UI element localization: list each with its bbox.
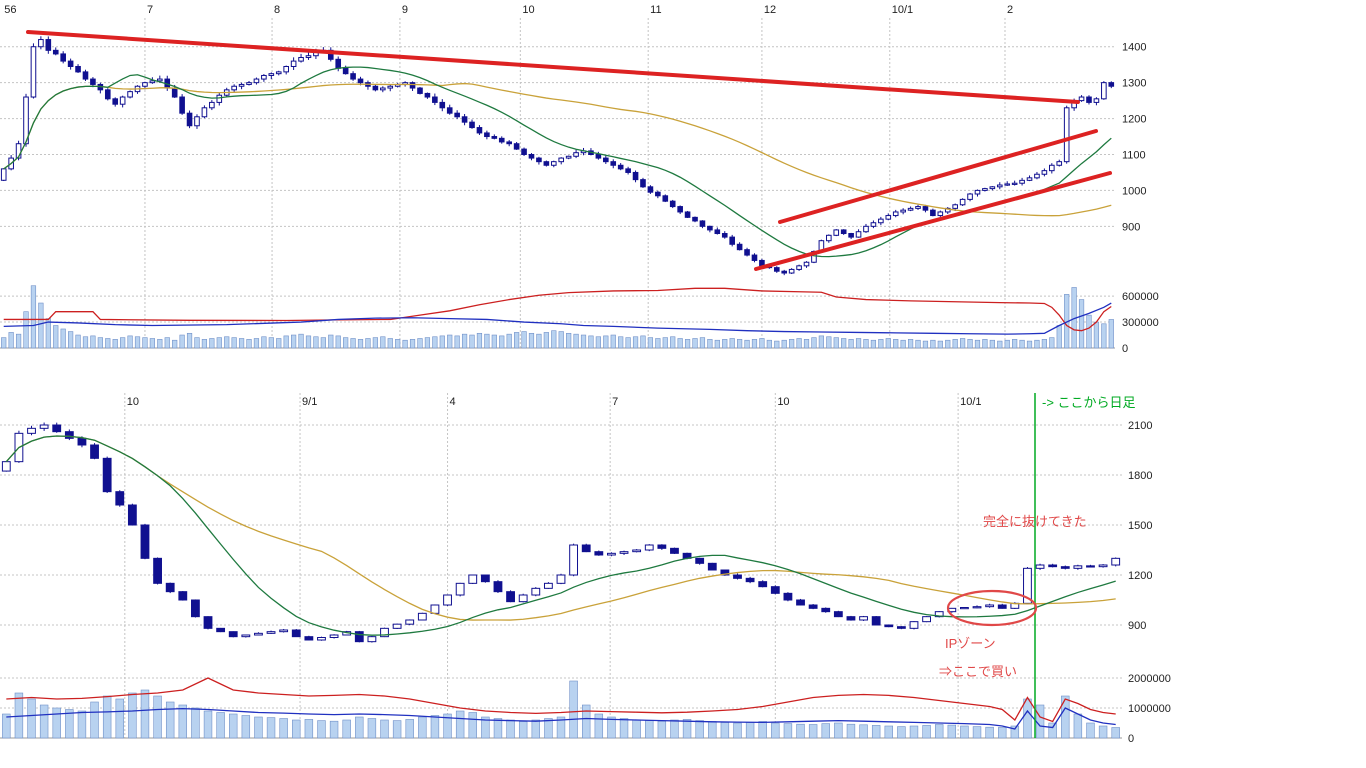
x-tick-label: 9/1 — [302, 396, 317, 408]
volume-tick-label: 600000 — [1122, 291, 1159, 303]
volume-tick-label: 2000000 — [1128, 673, 1171, 685]
x-tick-label: 10/1 — [892, 4, 913, 16]
price-tick-label: 2100 — [1128, 420, 1152, 432]
price-tick-label: 900 — [1122, 221, 1140, 233]
price-axis-labels: 1400 1300 1200 1100 1000 900 600000 300000 0 — [1122, 42, 1159, 355]
x-tick-label: 12 — [764, 4, 776, 16]
x-tick-label: 10 — [522, 4, 534, 16]
price-tick-label: 1300 — [1122, 78, 1146, 90]
ma-long-line — [5, 435, 1116, 621]
x-tick-label: 56 — [4, 4, 16, 16]
volume-ma-red-line — [3, 287, 1112, 332]
x-tick-label: 9 — [402, 4, 408, 16]
volume-tick-label: 0 — [1122, 343, 1128, 355]
x-tick-label: 10/1 — [960, 396, 981, 408]
ip-zone-ellipse — [946, 589, 1038, 627]
daily-chart: 1400 1300 1200 1100 1000 900 600000 300000 0 56 7 8… — [0, 0, 1200, 367]
volume-bars — [1, 285, 1114, 349]
price-tick-label: 1000 — [1122, 185, 1146, 197]
ma-long-line — [3, 82, 1112, 217]
ma-short-line — [3, 66, 1112, 258]
x-axis-labels: 56 7 8 9 10 11 12 10/1 2 — [4, 4, 1013, 16]
buy-here-label: ⇒ここで買い — [939, 664, 1017, 679]
weekly-chart-canvas: 2100 1800 1500 1200 900 2000000 1000000 0 10 9/1 4… — [0, 393, 1171, 745]
volume-ma-blue-line — [3, 302, 1112, 335]
x-tick-label: 7 — [612, 396, 618, 408]
weekly-chart: 2100 1800 1500 1200 900 2000000 1000000 0 10 9/1 4… — [0, 385, 1200, 768]
x-tick-label: 10 — [127, 396, 139, 408]
x-tick-label: 10 — [777, 396, 789, 408]
x-axis-labels: 10 9/1 4 7 10 10/1 — [127, 396, 982, 408]
x-tick-label: 2 — [1007, 4, 1013, 16]
ma-short-line — [5, 435, 1116, 636]
x-tick-label: 4 — [450, 396, 456, 408]
volume-ma-blue-line — [6, 707, 1116, 730]
x-tick-label: 8 — [274, 4, 280, 16]
volume-ma-red-line — [6, 677, 1116, 723]
price-tick-label: 1200 — [1122, 114, 1146, 126]
volume-bars — [2, 680, 1120, 739]
x-tick-label: 11 — [650, 4, 661, 16]
ascending-channel-upper-line — [778, 129, 1098, 224]
price-tick-label: 1200 — [1128, 570, 1152, 582]
price-tick-label: 900 — [1128, 620, 1146, 632]
breakout-label: 完全に抜けてきた — [983, 514, 1087, 529]
price-tick-label: 1800 — [1128, 470, 1152, 482]
x-tick-label: 7 — [147, 4, 153, 16]
ip-zone-label: IPゾーン — [945, 636, 996, 651]
volume-tick-label: 0 — [1128, 733, 1134, 745]
volume-tick-label: 1000000 — [1128, 703, 1171, 715]
grid — [0, 18, 1115, 348]
price-axis-labels: 2100 1800 1500 1200 900 2000000 1000000 0 — [1128, 420, 1171, 745]
volume-tick-label: 300000 — [1122, 317, 1159, 329]
candles — [1, 422, 1121, 643]
grid — [0, 393, 1122, 738]
price-tick-label: 1100 — [1122, 149, 1146, 161]
price-tick-label: 1500 — [1128, 520, 1152, 532]
daily-from-here-label: -> ここから日足 — [1042, 395, 1136, 410]
ascending-channel-lower-line — [754, 171, 1112, 271]
daily-chart-canvas: 1400 1300 1200 1100 1000 900 600000 300000 0 56 7 8… — [0, 4, 1159, 355]
price-tick-label: 1400 — [1122, 42, 1146, 54]
descending-resistance-line — [26, 30, 1080, 104]
candles — [0, 36, 1115, 276]
